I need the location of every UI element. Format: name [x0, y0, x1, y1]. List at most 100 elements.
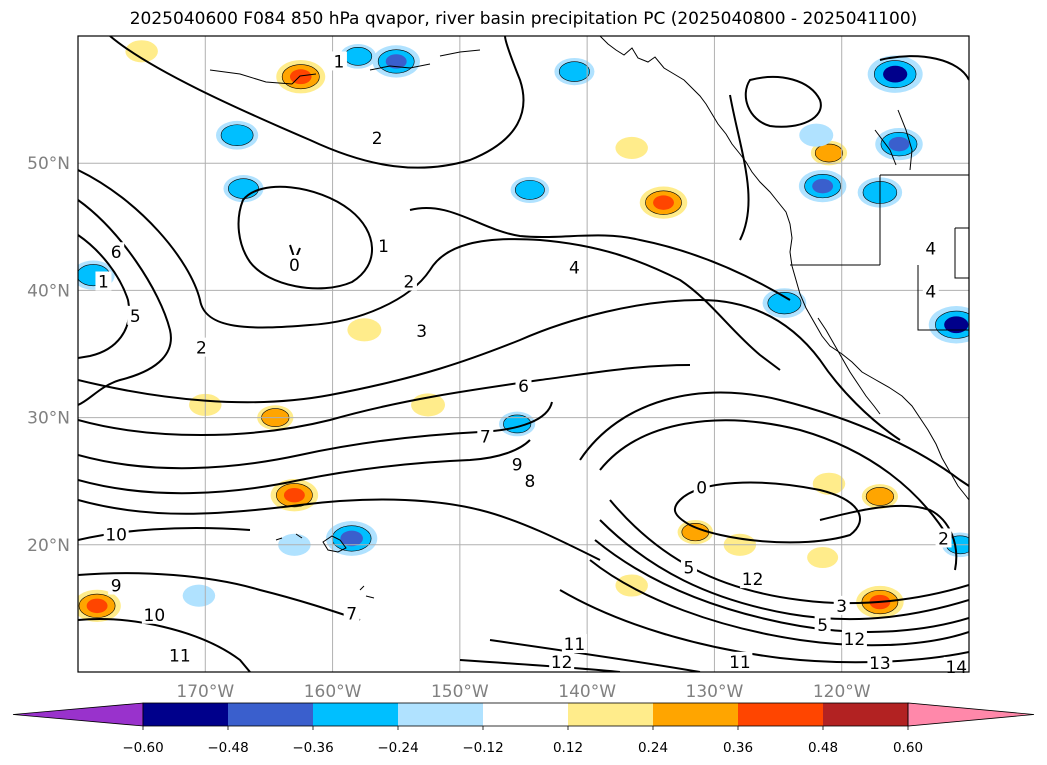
shaded-area-core — [865, 487, 894, 506]
longitude-tick-label: 160°W — [304, 682, 362, 702]
contour-label: 4 — [925, 239, 936, 259]
contour-label: 8 — [524, 472, 535, 492]
shaded-area-peak — [283, 487, 305, 503]
colorbar-tick-label: −0.60 — [122, 740, 163, 756]
colorbar-segment — [398, 703, 483, 726]
contour-label: 12 — [742, 570, 764, 590]
shaded-area-peak — [888, 136, 910, 152]
contour-label-bg — [343, 603, 360, 623]
contour-label-bg — [509, 454, 526, 474]
contour-label: 2 — [404, 272, 415, 292]
latitude-tick-label: 20°N — [27, 536, 70, 556]
shaded-area — [807, 546, 839, 569]
latitude-ticks: 20°N 30°N 40°N 50°N — [27, 154, 70, 556]
colorbar-segment — [738, 703, 823, 726]
contour-label: 3 — [836, 597, 847, 617]
contour-label-bg — [549, 651, 575, 671]
contour-label-bg — [521, 471, 538, 491]
shaded-area-peak — [653, 195, 674, 210]
shaded-area — [125, 40, 158, 63]
contour-label: 4 — [569, 259, 580, 279]
contour-label: 11 — [729, 653, 751, 673]
contour-label: 6 — [518, 377, 529, 397]
contour-label-bg — [841, 628, 867, 648]
contour-label: 12 — [844, 630, 866, 650]
shaded-area-core — [814, 143, 844, 163]
colorbar-segment — [823, 703, 908, 726]
contour-label-bg — [833, 595, 850, 615]
contour-label-bg — [693, 477, 710, 497]
colorbar-tick-label: −0.48 — [207, 740, 248, 756]
contour-label: 11 — [169, 646, 191, 666]
contour-label-bg — [867, 653, 893, 673]
colorbar: −0.60 −0.48 −0.36 −0.24 −0.12 0.12 0.24 0.36 0.4… — [12, 702, 1035, 756]
map-title: 2025040600 F084 850 hPa qvapor, river ba… — [129, 9, 918, 29]
colorbar-extend-left — [12, 702, 144, 727]
contour-label: 5 — [817, 616, 828, 636]
contour-label: 7 — [346, 604, 357, 624]
latitude-tick-label: 50°N — [27, 154, 70, 174]
colorbar-tick-label: 0.24 — [638, 740, 668, 756]
shaded-area-peak — [812, 178, 834, 194]
contour-label: 0 — [289, 256, 300, 276]
longitude-ticks: 170°W 160°W 150°W 140°W 130°W 120°W — [176, 682, 870, 702]
contour-label: 6 — [111, 243, 122, 263]
contour-label-bg — [922, 238, 939, 258]
shaded-area-core — [767, 291, 802, 315]
colorbar-segment — [653, 703, 738, 726]
shaded-area-core — [681, 522, 710, 542]
shaded-area-core — [343, 47, 373, 66]
longitude-tick-label: 130°W — [686, 682, 744, 702]
contour-label-bg — [141, 604, 167, 624]
contour-label: 10 — [144, 606, 166, 626]
contour-label-bg — [935, 528, 952, 548]
contour-label-bg — [561, 634, 587, 654]
shaded-area — [182, 584, 216, 607]
colorbar-segment — [313, 703, 398, 726]
contour-label: 2 — [196, 339, 207, 359]
longitude-tick-label: 170°W — [176, 682, 234, 702]
contour-label: 1 — [98, 272, 109, 292]
contour-label-bg — [369, 127, 386, 147]
contour-label-bg — [95, 271, 112, 291]
colorbar-segment — [483, 703, 568, 726]
contour-label: 5 — [130, 307, 141, 327]
shaded-area-core — [558, 61, 590, 82]
shaded-area-core — [227, 178, 259, 199]
contour-label: 5 — [684, 559, 695, 579]
shaded-area-peak — [883, 65, 908, 83]
shaded-area-peak — [385, 54, 407, 69]
latitude-tick-label: 30°N — [27, 409, 70, 429]
colorbar-frame — [142, 702, 909, 727]
contour-label-bg — [103, 524, 129, 544]
shaded-area-peak — [340, 530, 363, 547]
contour-label: 10 — [105, 526, 127, 546]
contour-label: 13 — [869, 654, 891, 674]
colorbar-segment — [143, 703, 228, 726]
contour-label: 2 — [938, 529, 949, 549]
qvapor-contours — [78, 36, 969, 672]
colorbar-tick-label: 0.36 — [723, 740, 753, 756]
contour-label-bg — [330, 51, 347, 71]
contour-label: 11 — [564, 635, 586, 655]
colorbar-tick-label: −0.24 — [377, 740, 418, 756]
contour-label-bg — [740, 569, 766, 589]
contour-label-bg — [727, 651, 753, 671]
contour-label-bg — [193, 337, 210, 357]
colorbar-tick-label: 0.12 — [553, 740, 583, 756]
colorbar-tick-label: −0.12 — [462, 740, 503, 756]
colorbar-tick-label: −0.36 — [292, 740, 333, 756]
longitude-tick-label: 150°W — [431, 682, 489, 702]
colorbar-extend-right — [907, 702, 1035, 727]
contour-label-bg — [108, 242, 125, 262]
shaded-area-core — [514, 180, 545, 200]
contour-label-bg — [108, 575, 125, 595]
contour-label: 3 — [416, 322, 427, 342]
colorbar-tick-label: 0.48 — [808, 740, 838, 756]
shaded-area-peak — [289, 69, 312, 85]
contour-label: 14 — [945, 658, 967, 678]
contour-label: 9 — [111, 577, 122, 597]
contour-label-bg — [286, 254, 303, 274]
